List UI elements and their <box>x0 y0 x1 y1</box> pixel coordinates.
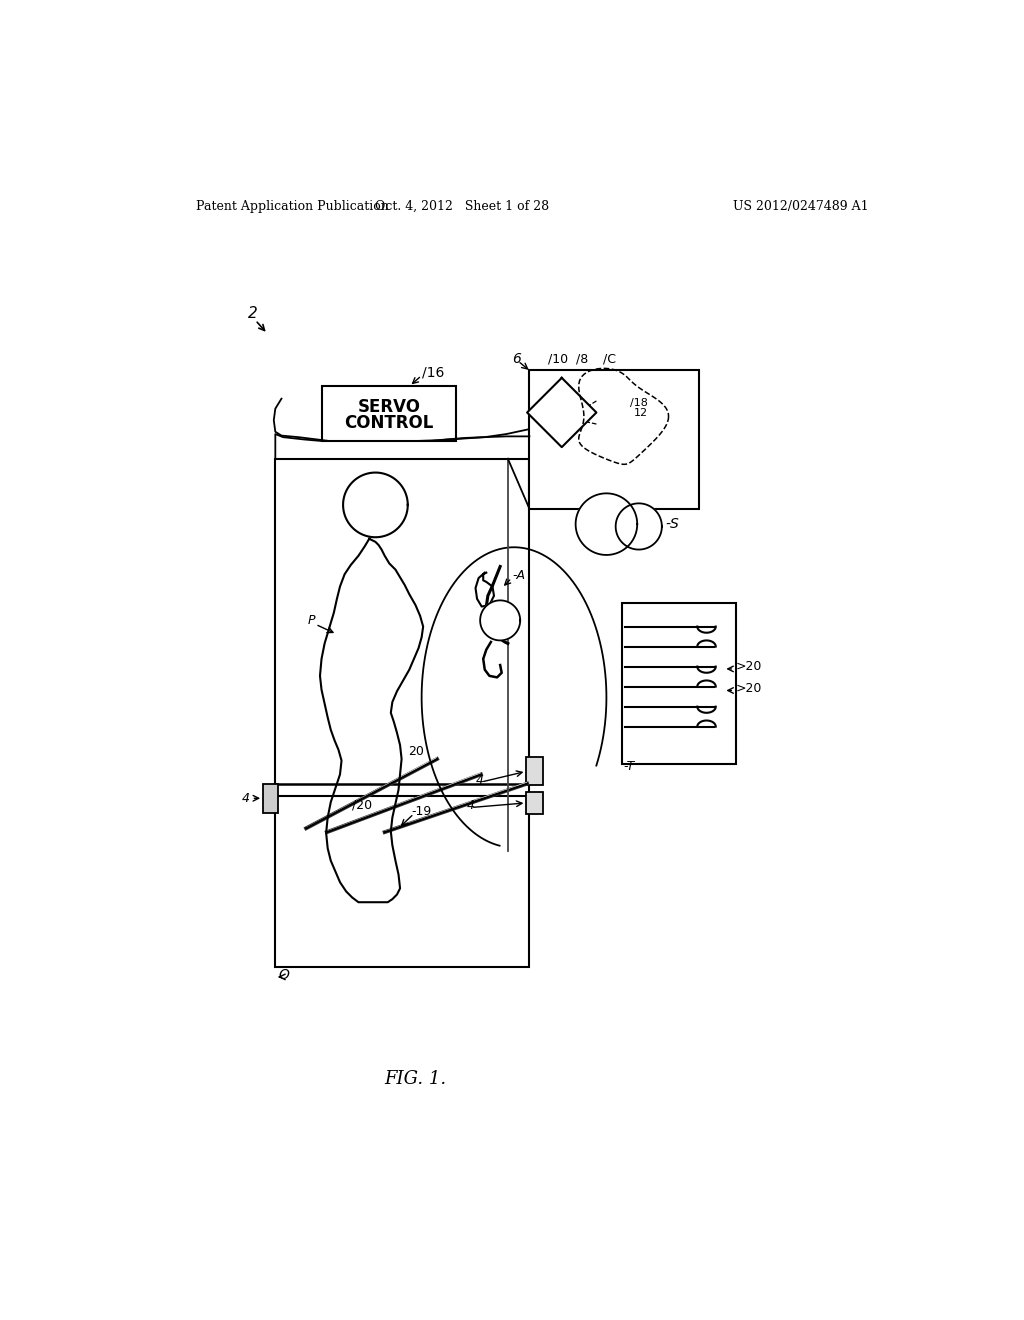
Text: CONTROL: CONTROL <box>345 413 434 432</box>
Text: 4: 4 <box>466 799 474 812</box>
Bar <box>529 370 698 508</box>
Text: 4: 4 <box>475 774 483 787</box>
Polygon shape <box>575 494 637 554</box>
Text: SERVO: SERVO <box>357 399 421 416</box>
Text: 4: 4 <box>242 792 250 805</box>
Text: O: O <box>279 968 289 982</box>
Text: Patent Application Publication: Patent Application Publication <box>196 199 389 213</box>
Text: /18: /18 <box>630 399 647 408</box>
Text: -A: -A <box>512 569 525 582</box>
Text: -T: -T <box>624 760 635 774</box>
Bar <box>322 385 457 441</box>
Polygon shape <box>615 503 662 549</box>
Text: /10: /10 <box>548 352 568 366</box>
Bar <box>526 758 544 785</box>
Text: -19: -19 <box>412 805 432 818</box>
Text: US 2012/0247489 A1: US 2012/0247489 A1 <box>732 199 868 213</box>
Text: 6: 6 <box>512 351 521 366</box>
Bar <box>526 792 544 813</box>
Text: FIG. 1.: FIG. 1. <box>384 1069 446 1088</box>
Text: /16: /16 <box>422 366 444 379</box>
Polygon shape <box>343 473 408 537</box>
Polygon shape <box>475 573 494 607</box>
Text: /C: /C <box>603 352 616 366</box>
Bar <box>275 459 529 966</box>
Polygon shape <box>480 601 520 640</box>
Polygon shape <box>527 378 596 447</box>
Text: >20: >20 <box>736 660 762 673</box>
Bar <box>263 784 279 813</box>
Text: P: P <box>307 614 315 627</box>
Text: 20: 20 <box>408 744 424 758</box>
Text: Oct. 4, 2012   Sheet 1 of 28: Oct. 4, 2012 Sheet 1 of 28 <box>375 199 549 213</box>
Text: /20: /20 <box>352 799 373 812</box>
Text: >20: >20 <box>736 681 762 694</box>
Text: 2: 2 <box>248 306 257 322</box>
Text: 12: 12 <box>634 408 647 417</box>
Polygon shape <box>319 539 423 903</box>
Bar <box>622 603 736 763</box>
Text: -S: -S <box>665 517 679 531</box>
Text: /8: /8 <box>575 352 588 366</box>
